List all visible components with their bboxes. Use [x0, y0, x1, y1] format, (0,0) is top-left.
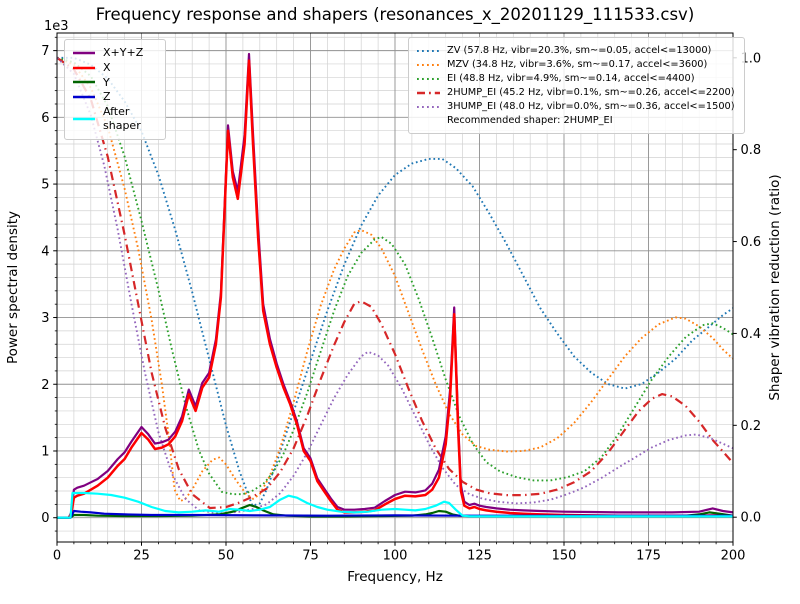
legend-swatch	[416, 60, 441, 70]
x-tick-label: 100	[383, 549, 408, 564]
legend-swatch	[72, 63, 96, 73]
legend-label: 3HUMP_EI (48.0 Hz, vibr=0.0%, sm~=0.36, …	[447, 100, 735, 112]
legend-swatch	[72, 92, 96, 102]
legend-swatch	[72, 48, 96, 58]
x-axis-label: Frequency, Hz	[347, 569, 443, 585]
x-tick-label: 200	[721, 549, 746, 564]
y-right-axis-label: Shaper vibration reduction (ratio)	[767, 174, 783, 400]
y-left-tick-label: 4	[41, 244, 49, 259]
legend-row: X	[72, 61, 155, 75]
legend-row: X+Y+Z	[72, 46, 155, 60]
recommended-shaper-note: Recommended shaper: 2HUMP_EI	[447, 114, 613, 126]
y-left-tick-label: 2	[41, 378, 49, 393]
legend-swatch	[72, 114, 96, 124]
legend-swatch	[416, 102, 441, 112]
legend-row: EI (48.8 Hz, vibr=4.9%, sm~=0.14, accel<…	[416, 73, 735, 85]
y-left-tick-label: 0	[41, 511, 49, 526]
series-x-y-z	[57, 52, 734, 519]
y-left-tick-label: 1	[41, 444, 49, 459]
y-left-tick-label: 7	[41, 44, 49, 59]
legend-swatch	[72, 77, 96, 87]
y-left-axis-label: Power spectral density	[5, 211, 21, 364]
series-3hump-ei	[56, 57, 734, 515]
legend-swatch	[416, 74, 441, 84]
y-right-tick-label: 0.6	[741, 235, 762, 250]
series-layer	[56, 52, 734, 519]
x-tick-label: 0	[53, 549, 61, 564]
y-left-tick-label: 6	[41, 111, 49, 126]
legend-label: Y	[103, 75, 110, 89]
y-right-tick-label: 0.4	[741, 327, 762, 342]
series-mzv	[56, 56, 734, 503]
x-tick-label: 25	[133, 549, 150, 564]
legend-label: EI (48.8 Hz, vibr=4.9%, sm~=0.14, accel<…	[447, 73, 695, 85]
x-tick-label: 50	[218, 549, 235, 564]
legend-label: Z	[103, 90, 111, 104]
y-right-tick-label: 1.0	[741, 51, 762, 66]
chart-title: Frequency response and shapers (resonanc…	[96, 5, 695, 25]
y-right-tick-label: 0.0	[741, 511, 762, 526]
legend-row: 2HUMP_EI (45.2 Hz, vibr=0.1%, sm~=0.26, …	[416, 87, 735, 99]
legend-row: Y	[72, 76, 155, 90]
legend-label: ZV (57.8 Hz, vibr=20.3%, sm~=0.05, accel…	[447, 45, 712, 57]
legend-row: Z	[72, 90, 155, 104]
legend-label: 2HUMP_EI (45.2 Hz, vibr=0.1%, sm~=0.26, …	[447, 87, 735, 98]
y-right-tick-label: 0.8	[741, 143, 762, 158]
legend-label: MZV (34.8 Hz, vibr=3.6%, sm~=0.17, accel…	[447, 59, 708, 71]
x-tick-label: 150	[552, 549, 577, 564]
y-left-tick-label: 3	[41, 311, 49, 326]
x-tick-label: 125	[467, 549, 492, 564]
legend-swatch	[416, 46, 441, 56]
series-2hump-ei	[56, 56, 734, 510]
legend-row: MZV (34.8 Hz, vibr=3.6%, sm~=0.17, accel…	[416, 59, 735, 71]
series-x	[57, 59, 734, 519]
y-right-tick-label: 0.2	[741, 419, 762, 434]
legend-row: 3HUMP_EI (48.0 Hz, vibr=0.0%, sm~=0.36, …	[416, 101, 735, 113]
x-tick-label: 75	[302, 549, 319, 564]
grid	[56, 33, 734, 542]
legend-row: After shaper	[72, 105, 155, 133]
axes-layer: 0 25 50 75 100 125 150 175 200 0 1 2 3 4 5 6 7 0.0 0.2 0.4 0…	[41, 32, 762, 564]
series-zv	[57, 56, 734, 507]
y-left-tick-label: 5	[41, 178, 49, 193]
legend-series: X+Y+Z X Y Z After shaper	[64, 39, 166, 140]
series-ei	[56, 56, 734, 496]
series-after-shaper	[57, 491, 733, 519]
legend-label: X+Y+Z	[103, 46, 144, 59]
legend-label: X	[103, 60, 111, 74]
legend-shapers: ZV (57.8 Hz, vibr=20.3%, sm~=0.05, accel…	[408, 37, 745, 134]
legend-label: After shaper	[103, 105, 141, 132]
legend-swatch	[416, 88, 441, 98]
legend-row: ZV (57.8 Hz, vibr=20.3%, sm~=0.05, accel…	[416, 45, 735, 57]
y-axis-offset-text: 1e3	[44, 19, 69, 34]
x-tick-label: 175	[636, 549, 661, 564]
